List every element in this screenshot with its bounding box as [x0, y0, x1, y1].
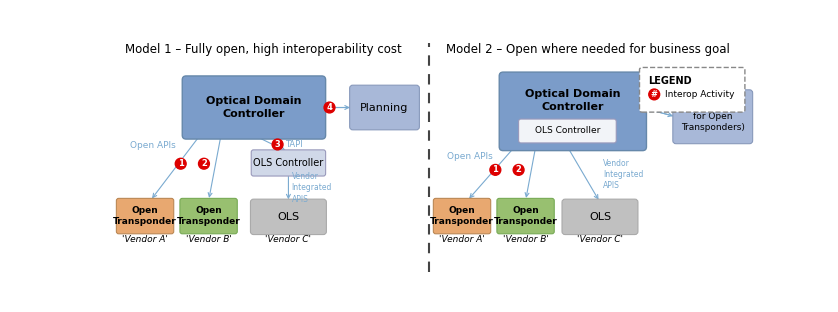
Text: 'Vendor B': 'Vendor B'	[186, 235, 231, 244]
FancyBboxPatch shape	[497, 198, 554, 234]
Text: Model 1 – Fully open, high interoperability cost: Model 1 – Fully open, high interoperabil…	[125, 43, 402, 56]
Circle shape	[649, 89, 660, 100]
Text: OLS Controller: OLS Controller	[253, 158, 323, 168]
Text: TAPI: TAPI	[285, 140, 303, 149]
FancyBboxPatch shape	[251, 199, 326, 235]
Circle shape	[513, 164, 524, 175]
Text: 4: 4	[327, 103, 333, 112]
Text: OLS Controller: OLS Controller	[535, 126, 600, 135]
FancyBboxPatch shape	[251, 150, 326, 176]
Text: Open
Transponder: Open Transponder	[430, 206, 494, 226]
FancyBboxPatch shape	[433, 198, 491, 234]
Text: Open APIs: Open APIs	[130, 141, 175, 150]
Text: 'Vendor C': 'Vendor C'	[577, 235, 623, 244]
Text: 2: 2	[201, 159, 207, 168]
FancyBboxPatch shape	[349, 85, 419, 130]
Text: Planning (incl.
for Open
Transponders): Planning (incl. for Open Transponders)	[680, 101, 745, 132]
Text: 'Vendor A': 'Vendor A'	[122, 235, 168, 244]
Text: 1: 1	[493, 165, 499, 174]
Circle shape	[324, 102, 335, 113]
Text: 'Vendor B': 'Vendor B'	[503, 235, 549, 244]
Text: Vendor
Integrated
APIS: Vendor Integrated APIS	[603, 159, 644, 190]
Text: 1: 1	[178, 159, 184, 168]
Text: 'Vendor A': 'Vendor A'	[439, 235, 485, 244]
Text: Optical Domain
Controller: Optical Domain Controller	[525, 89, 621, 112]
FancyBboxPatch shape	[180, 198, 237, 234]
Text: Open
Transponder: Open Transponder	[177, 206, 241, 226]
Text: 2: 2	[515, 165, 521, 174]
Text: Optical Domain
Controller: Optical Domain Controller	[206, 96, 302, 119]
Text: #: #	[651, 90, 658, 99]
Text: Interop Activity: Interop Activity	[665, 90, 735, 99]
FancyBboxPatch shape	[182, 76, 326, 139]
Circle shape	[490, 164, 501, 175]
Text: OLS: OLS	[589, 212, 611, 222]
Text: OLS: OLS	[277, 212, 299, 222]
Circle shape	[199, 158, 210, 169]
Text: Open
Transponder: Open Transponder	[113, 206, 177, 226]
Text: 'Vendor C': 'Vendor C'	[266, 235, 312, 244]
Text: Open APIs: Open APIs	[447, 152, 492, 160]
FancyBboxPatch shape	[639, 67, 745, 112]
Circle shape	[272, 139, 283, 150]
FancyBboxPatch shape	[562, 199, 638, 235]
FancyBboxPatch shape	[673, 90, 753, 144]
Text: Open
Transponder: Open Transponder	[494, 206, 557, 226]
FancyBboxPatch shape	[116, 198, 173, 234]
Text: 3: 3	[275, 140, 281, 149]
Text: Vendor
Integrated
APIS: Vendor Integrated APIS	[292, 172, 332, 203]
FancyBboxPatch shape	[519, 119, 616, 143]
Text: Planning: Planning	[360, 103, 409, 113]
Circle shape	[175, 158, 186, 169]
Text: Model 2 – Open where needed for business goal: Model 2 – Open where needed for business…	[447, 43, 730, 56]
FancyBboxPatch shape	[499, 72, 646, 151]
Text: LEGEND: LEGEND	[648, 76, 691, 86]
